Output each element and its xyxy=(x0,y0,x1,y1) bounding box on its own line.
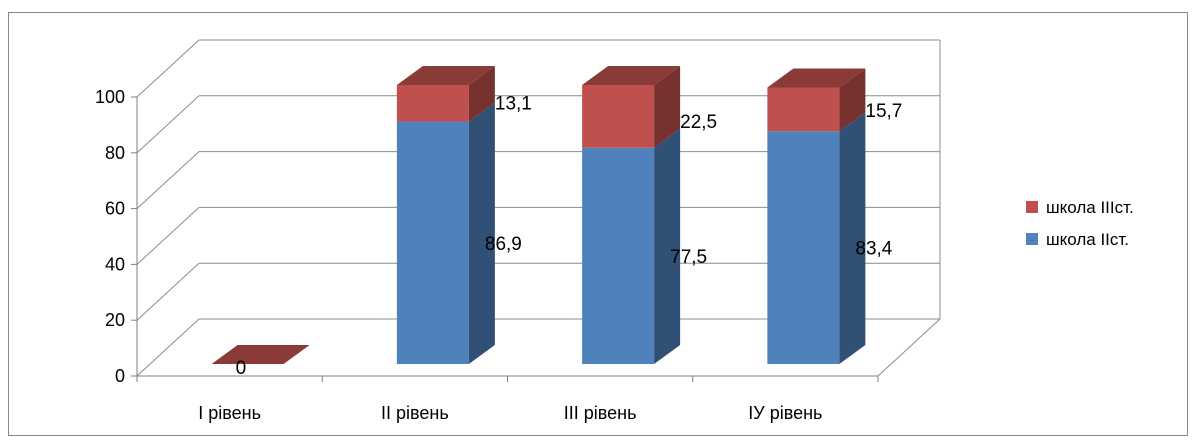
bar-front xyxy=(767,87,840,132)
bar-front xyxy=(767,131,840,364)
x-tick-label: ІУ рівень xyxy=(748,403,822,423)
bar-side xyxy=(839,112,866,365)
bar-side xyxy=(839,68,866,132)
bar-front xyxy=(396,85,469,122)
bar-side xyxy=(654,66,681,148)
gridline-side xyxy=(136,39,200,98)
gridline-side xyxy=(136,262,200,321)
bar-side xyxy=(654,128,681,364)
data-label: 13,1 xyxy=(495,94,532,115)
data-label: 15,7 xyxy=(865,101,902,122)
gridline-side xyxy=(136,318,200,377)
legend-swatch xyxy=(1026,233,1038,245)
data-label: 0 xyxy=(236,358,247,379)
x-tick-label: ІІІ рівень xyxy=(564,403,637,423)
y-tick-label: 100 xyxy=(95,87,125,107)
bar-front xyxy=(582,147,655,364)
data-label: 22,5 xyxy=(680,112,717,133)
y-tick-label: 60 xyxy=(105,199,125,219)
gridline-side xyxy=(136,95,200,154)
bar-group xyxy=(396,66,495,364)
gridline-side xyxy=(136,151,200,209)
data-label: 86,9 xyxy=(485,234,522,255)
bar-top xyxy=(396,66,495,85)
bar-side xyxy=(468,66,495,122)
legend-label: школа ІІст. xyxy=(1046,230,1129,249)
bar-group xyxy=(582,66,681,364)
bar-top xyxy=(767,68,866,88)
bar-group xyxy=(767,68,866,365)
y-tick-label: 20 xyxy=(105,310,125,330)
bar-group xyxy=(211,345,310,364)
bar-front xyxy=(582,85,655,148)
legend-label: школа ІІІст. xyxy=(1046,198,1134,217)
x-tick-label: ІІ рівень xyxy=(381,403,449,423)
data-label: 77,5 xyxy=(670,247,707,268)
bar-top xyxy=(211,345,310,364)
data-label: 83,4 xyxy=(855,239,892,260)
y-tick-label: 80 xyxy=(105,143,125,163)
y-tick-label: 40 xyxy=(105,254,125,274)
bar-front xyxy=(396,121,469,364)
x-tick-label: І рівень xyxy=(198,403,261,423)
bar-side xyxy=(468,102,495,364)
floor-edge xyxy=(877,318,941,377)
legend-swatch xyxy=(1026,201,1038,213)
legend: школа ІІІст. школа ІІст. xyxy=(1026,198,1134,249)
y-tick-label: 0 xyxy=(115,366,125,386)
gridline-side xyxy=(136,207,200,265)
bar-top xyxy=(582,66,681,85)
